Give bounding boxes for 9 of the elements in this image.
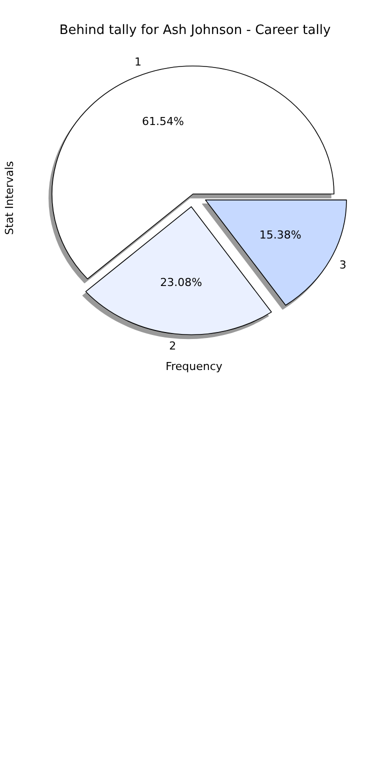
data-label: 61.54% — [142, 115, 184, 128]
slice-label: 1 — [134, 55, 142, 68]
chart-title: Behind tally for Ash Johnson - Career tally — [59, 23, 331, 38]
data-label: 23.08% — [160, 276, 202, 289]
slice-label: 3 — [339, 258, 346, 272]
slice-label: 2 — [169, 339, 176, 352]
data-label: 15.38% — [259, 228, 302, 242]
text: Frequency — [166, 360, 223, 373]
text: Stat Intervals — [3, 160, 16, 235]
